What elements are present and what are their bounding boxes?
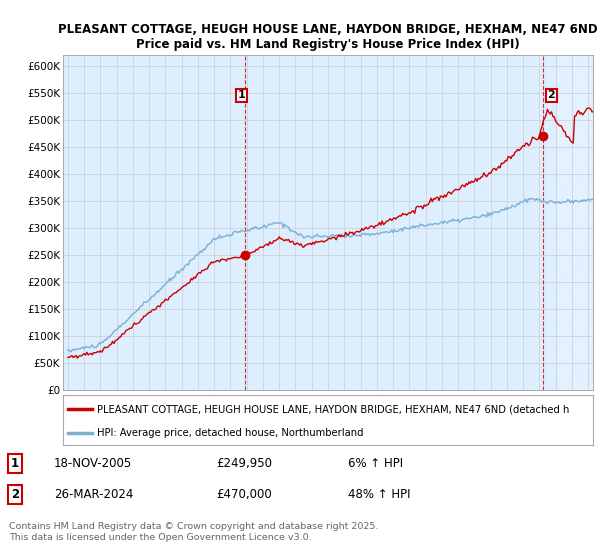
Text: 1: 1: [11, 457, 19, 470]
Text: 2: 2: [547, 90, 555, 100]
Text: 2: 2: [11, 488, 19, 501]
Text: £470,000: £470,000: [216, 488, 272, 501]
Text: £249,950: £249,950: [216, 457, 272, 470]
Text: 48% ↑ HPI: 48% ↑ HPI: [348, 488, 410, 501]
Text: 6% ↑ HPI: 6% ↑ HPI: [348, 457, 403, 470]
Bar: [556, 55, 593, 390]
Text: PLEASANT COTTAGE, HEUGH HOUSE LANE, HAYDON BRIDGE, HEXHAM, NE47 6ND (detached h: PLEASANT COTTAGE, HEUGH HOUSE LANE, HAYD…: [97, 404, 570, 414]
Title: PLEASANT COTTAGE, HEUGH HOUSE LANE, HAYDON BRIDGE, HEXHAM, NE47 6ND
Price paid v: PLEASANT COTTAGE, HEUGH HOUSE LANE, HAYD…: [58, 23, 598, 51]
Text: Contains HM Land Registry data © Crown copyright and database right 2025.
This d: Contains HM Land Registry data © Crown c…: [9, 522, 379, 542]
Text: 1: 1: [238, 90, 245, 100]
Text: 18-NOV-2005: 18-NOV-2005: [54, 457, 132, 470]
Text: HPI: Average price, detached house, Northumberland: HPI: Average price, detached house, Nort…: [97, 427, 364, 437]
Text: 26-MAR-2024: 26-MAR-2024: [54, 488, 133, 501]
